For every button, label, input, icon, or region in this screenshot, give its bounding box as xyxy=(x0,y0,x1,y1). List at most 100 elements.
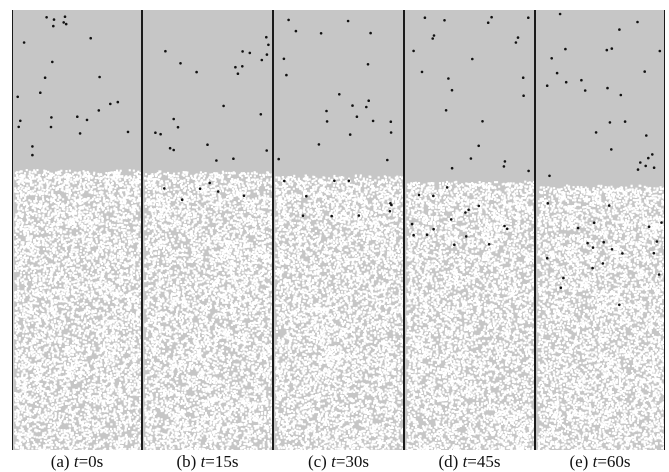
bed-particle xyxy=(19,437,22,440)
bed-particle xyxy=(102,377,105,380)
bed-particle xyxy=(103,383,106,386)
bed-particle xyxy=(127,317,130,320)
bed-particle xyxy=(57,395,60,398)
bed-particle xyxy=(23,309,26,312)
bed-particle xyxy=(56,257,59,260)
bed-particle xyxy=(48,286,51,289)
bed-particle xyxy=(27,417,30,420)
bed-particle xyxy=(39,401,42,404)
bed-particle xyxy=(120,218,123,221)
bed-particle xyxy=(53,243,56,246)
bed-particle xyxy=(24,172,27,175)
bed-particle xyxy=(28,343,31,346)
bed-particle xyxy=(81,446,84,449)
bed-particle xyxy=(51,403,54,406)
bed-particle xyxy=(44,227,47,230)
bed-particle xyxy=(31,275,34,278)
bed-particle xyxy=(59,172,62,175)
bed-particle xyxy=(106,309,109,312)
bed-particle xyxy=(128,391,131,394)
bed-particle xyxy=(99,259,102,262)
bed-particle xyxy=(51,190,54,193)
bed-particle xyxy=(125,389,128,392)
bed-particle xyxy=(20,191,23,194)
bed-particle xyxy=(26,246,29,249)
bed-particle xyxy=(109,184,112,187)
bed-particle xyxy=(48,247,51,250)
bed-particle xyxy=(57,278,60,281)
bed-particle xyxy=(53,235,56,238)
bed-particle xyxy=(31,226,34,229)
bed-particle xyxy=(51,359,54,362)
bed-particle xyxy=(82,245,85,248)
bed-particle xyxy=(52,355,55,358)
bed-particle xyxy=(55,378,58,381)
bed-particle xyxy=(103,440,106,443)
bed-particle xyxy=(125,438,128,441)
bed-particle xyxy=(103,307,106,310)
bed-particle xyxy=(73,236,76,239)
bed-particle xyxy=(137,384,140,387)
bed-particle xyxy=(117,443,120,446)
bed-particle xyxy=(54,248,57,251)
bed-particle xyxy=(58,404,61,407)
bed-particle xyxy=(28,396,31,399)
bed-particle xyxy=(88,429,91,432)
bed-particle xyxy=(132,204,135,207)
bed-particle xyxy=(130,437,133,440)
bed-particle xyxy=(36,354,39,357)
bed-particle xyxy=(139,384,141,387)
bed-particle xyxy=(107,173,110,176)
bed-particle xyxy=(126,418,129,421)
bed-particle xyxy=(56,206,59,209)
bed-particle xyxy=(32,212,35,215)
bed-particle xyxy=(66,194,69,197)
bed-particle xyxy=(73,369,76,372)
bed-particle xyxy=(128,308,131,311)
bed-particle xyxy=(44,431,47,434)
bed-particle xyxy=(38,410,41,413)
bed-particle xyxy=(119,356,122,359)
bed-particle xyxy=(139,377,141,380)
bed-particle xyxy=(84,275,87,278)
bed-particle xyxy=(89,419,92,422)
bed-particle xyxy=(68,382,71,385)
bed-particle xyxy=(122,251,125,254)
bed-particle xyxy=(71,292,74,295)
bed-particle xyxy=(98,223,101,226)
bed-particle xyxy=(41,300,44,303)
bed-particle xyxy=(99,282,102,285)
bed-particle xyxy=(109,407,112,410)
bed-particle xyxy=(100,329,103,332)
bed-particle xyxy=(134,400,137,403)
bed-particle xyxy=(42,208,45,211)
bed-particle xyxy=(82,340,85,343)
bed-particle xyxy=(82,288,85,291)
bed-particle xyxy=(14,264,17,267)
bed-particle xyxy=(67,358,70,361)
bed-particle xyxy=(121,394,124,397)
bed-particle xyxy=(21,224,24,227)
bed-particle xyxy=(21,356,24,359)
bed-particle xyxy=(14,217,17,220)
bed-particle xyxy=(16,235,19,238)
bed-particle xyxy=(117,405,120,408)
bed-particle xyxy=(113,173,116,176)
bed-particle xyxy=(86,288,89,291)
bed-particle xyxy=(99,383,102,386)
bed-particle xyxy=(96,176,99,179)
bed-particle xyxy=(105,343,108,346)
bed-particle xyxy=(61,360,64,363)
bed-particle xyxy=(27,204,30,207)
bed-particle xyxy=(26,256,29,259)
bed-particle xyxy=(119,445,122,448)
bed-particle xyxy=(59,329,62,332)
bed-particle xyxy=(65,238,68,241)
bed-particle xyxy=(82,240,85,243)
bed-particle xyxy=(72,367,75,370)
bed-particle xyxy=(17,182,20,185)
bed-particle xyxy=(134,304,137,307)
bed-particle xyxy=(111,263,114,266)
bed-particle xyxy=(81,427,84,430)
bed-particle xyxy=(80,368,83,371)
